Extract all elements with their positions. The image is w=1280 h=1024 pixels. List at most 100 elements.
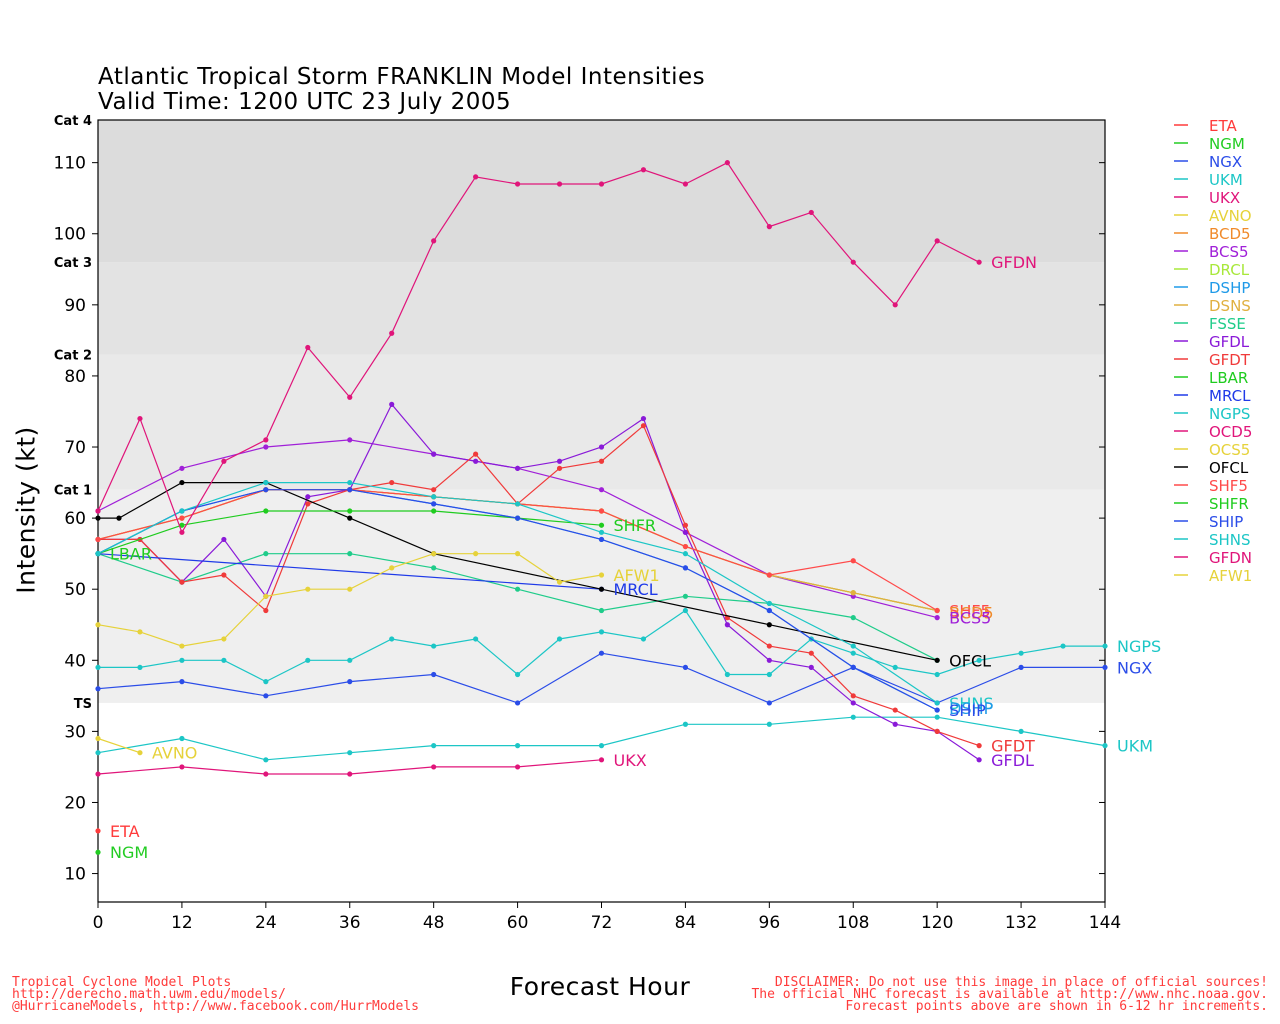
data-point <box>179 679 185 685</box>
data-point <box>850 590 856 596</box>
data-point <box>514 465 521 471</box>
legend-entry: UKX <box>1209 189 1240 207</box>
end-label-bcd5: BCD5 <box>949 604 993 623</box>
data-point <box>682 181 689 187</box>
data-point <box>976 743 982 749</box>
data-point <box>431 565 437 571</box>
legend-entry: SHNS <box>1209 531 1251 549</box>
data-point <box>808 664 814 671</box>
end-label-ukm: UKM <box>1117 737 1153 756</box>
data-point <box>95 735 101 742</box>
y-tick-label: 60 <box>64 509 86 529</box>
data-point <box>473 551 479 557</box>
legend-entry: OFCL <box>1209 459 1249 477</box>
data-point <box>934 707 940 713</box>
data-point <box>179 657 185 663</box>
footer-disclaimer: DISCLAIMER: Do not use this image in pla… <box>751 976 1268 1013</box>
data-point <box>95 849 101 855</box>
x-tick-label: 108 <box>837 913 869 933</box>
data-point <box>221 536 227 543</box>
x-tick-label: 96 <box>759 913 781 933</box>
data-point <box>95 771 101 777</box>
data-point <box>850 714 856 720</box>
end-label-afw1: AFW1 <box>614 566 660 585</box>
data-point <box>724 622 730 628</box>
data-point <box>431 551 437 557</box>
y-tick-label: 30 <box>64 722 86 742</box>
data-point <box>137 750 143 756</box>
data-point <box>221 572 227 578</box>
data-point <box>179 735 185 742</box>
legend-entry: UKM <box>1209 171 1243 189</box>
data-point <box>347 487 353 493</box>
x-tick-label: 132 <box>1005 913 1037 933</box>
data-point <box>305 657 311 663</box>
x-tick-label: 36 <box>339 913 361 933</box>
data-point <box>347 508 353 514</box>
data-point <box>514 586 521 592</box>
series-line-mrcl <box>97 553 602 590</box>
data-point <box>431 451 437 457</box>
data-point <box>682 529 689 535</box>
data-point <box>598 629 605 635</box>
end-label-lbar: LBAR <box>110 545 152 564</box>
data-point <box>347 771 353 777</box>
legend-entry: SHIP <box>1209 513 1243 531</box>
data-point <box>598 536 605 543</box>
category-label: Cat 3 <box>54 256 92 271</box>
data-point <box>598 508 605 514</box>
end-label-shf5: SHF5 <box>949 602 991 621</box>
series-line-ukm <box>97 716 1106 761</box>
data-point <box>850 650 856 656</box>
data-point <box>347 750 353 756</box>
data-point <box>179 465 185 471</box>
data-point <box>598 181 605 187</box>
data-point <box>514 551 521 557</box>
data-point <box>1102 643 1108 649</box>
data-point <box>221 657 227 663</box>
data-point <box>263 679 269 685</box>
y-tick-label: 90 <box>64 296 86 316</box>
chart-subtitle: Valid Time: 1200 UTC 23 July 2005 <box>98 89 512 115</box>
data-point <box>514 671 521 678</box>
data-point <box>934 657 940 663</box>
data-point <box>850 664 856 671</box>
axes: TS Cat 1 Cat 2 Cat 3 Cat 4 10 20 30 40 50 60 70 80 90… <box>54 114 1122 933</box>
legend-entry: AVNO <box>1209 207 1252 225</box>
category-label: Cat 1 <box>54 484 92 499</box>
data-point <box>263 771 269 777</box>
data-point <box>116 515 122 521</box>
data-point <box>221 458 227 464</box>
end-label-avno: AVNO <box>152 744 197 763</box>
data-point <box>95 828 101 834</box>
x-tick-label: 84 <box>675 913 697 933</box>
data-point <box>389 479 395 486</box>
data-point <box>263 693 269 699</box>
x-tick-label: 24 <box>255 913 277 933</box>
legend-entry: BCD5 <box>1209 225 1251 243</box>
data-point <box>598 586 605 592</box>
data-point <box>850 700 856 706</box>
y-tick-label: 20 <box>64 793 86 813</box>
data-point <box>976 757 982 763</box>
data-point <box>598 757 605 763</box>
data-point <box>934 714 940 720</box>
data-point <box>431 743 437 749</box>
series-line-avno <box>97 737 141 754</box>
data-point <box>598 522 605 528</box>
data-point <box>179 764 185 770</box>
data-point <box>473 636 479 642</box>
data-point <box>850 693 856 699</box>
data-point <box>598 650 605 656</box>
data-point <box>305 586 311 592</box>
y-tick-label: 80 <box>64 367 86 387</box>
y-tick-label: 100 <box>54 225 86 245</box>
series-line-gfdt <box>98 424 980 747</box>
y-tick-label: 40 <box>64 651 86 671</box>
data-point <box>389 401 395 407</box>
data-point <box>640 415 647 422</box>
legend-entry: GFDN <box>1209 549 1252 567</box>
legend-entry: DSNS <box>1209 297 1251 315</box>
chart-title: Atlantic Tropical Storm FRANKLIN Model I… <box>98 64 706 90</box>
